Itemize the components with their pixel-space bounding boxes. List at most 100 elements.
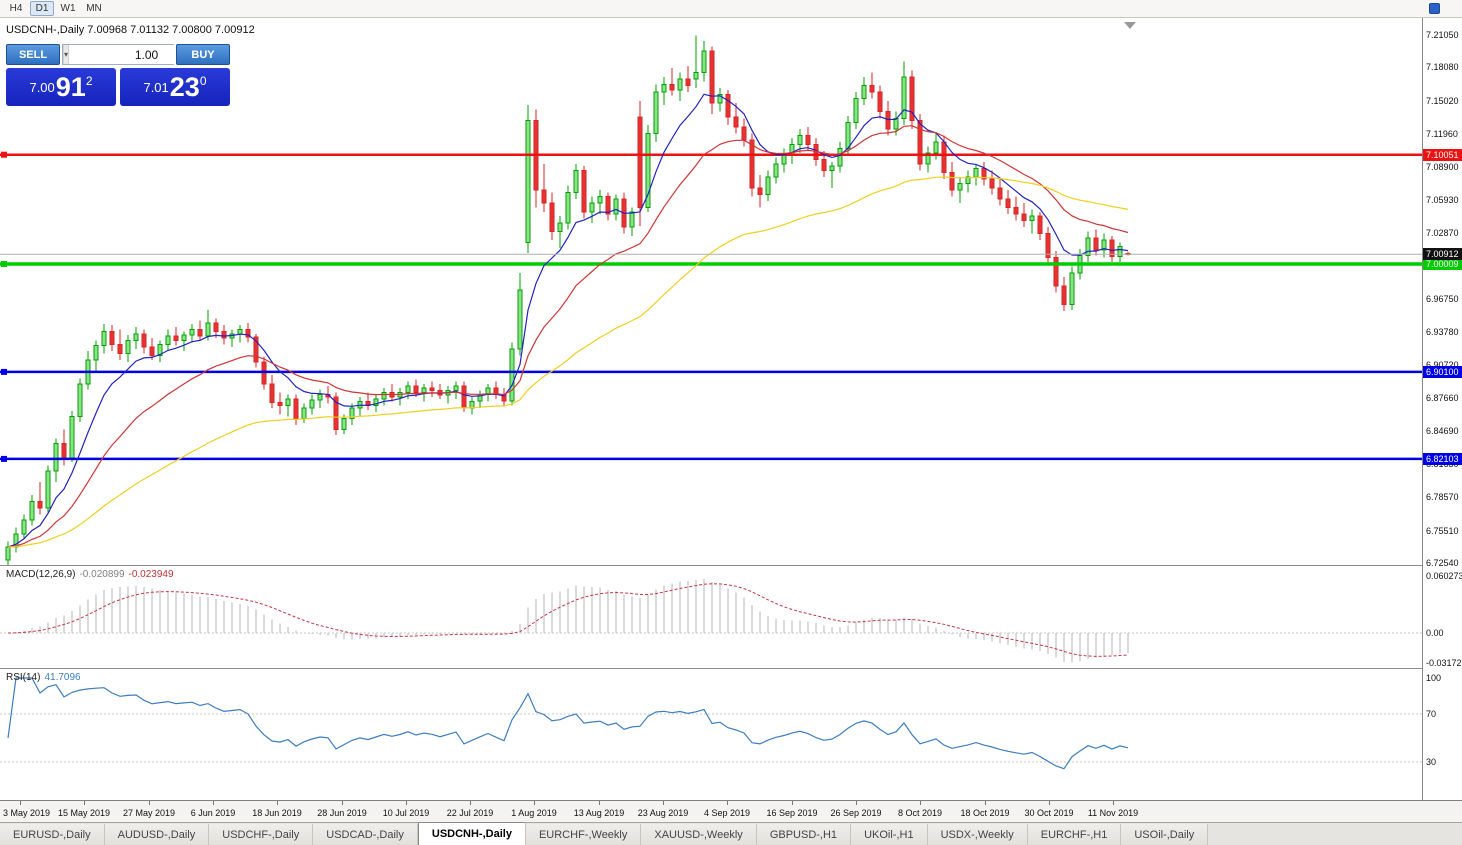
chart-title: USDCNH-,Daily 7.00968 7.01132 7.00800 7.… bbox=[6, 24, 255, 36]
chart-tab[interactable]: EURCHF-,Weekly bbox=[525, 824, 642, 845]
price-chart-canvas[interactable] bbox=[0, 18, 1422, 565]
price-axis[interactable]: 7.21050 7.18080 7.15020 7.11960 7.08900 7.059… bbox=[1422, 18, 1462, 800]
date-label: 11 Nov 2019 bbox=[1087, 808, 1139, 818]
timeframe-button-mn[interactable]: MN bbox=[86, 3, 102, 14]
hline-price-tag: 7.10051 bbox=[1423, 149, 1462, 161]
price-tick-label: 6.78570 bbox=[1426, 492, 1459, 502]
time-tick bbox=[277, 801, 278, 805]
price-tick-label: 7.15020 bbox=[1426, 96, 1459, 106]
chart-tab[interactable]: GBPUSD-,H1 bbox=[756, 824, 852, 845]
rsi-label: RSI(14) 41.7096 bbox=[6, 672, 81, 683]
current-price-tag: 7.00912 bbox=[1423, 248, 1462, 260]
chart-tab[interactable]: UKOil-,H1 bbox=[851, 824, 928, 845]
price-tick-label: 6.87660 bbox=[1426, 393, 1459, 403]
date-label: 22 Jul 2019 bbox=[446, 808, 494, 818]
sell-price-big-digits: 91 bbox=[55, 72, 86, 102]
date-label: 23 Aug 2019 bbox=[637, 808, 689, 818]
timeframe-button-w1[interactable]: W1 bbox=[60, 3, 76, 14]
rsi-name: RSI(14) bbox=[6, 672, 41, 683]
buy-price-pip: 0 bbox=[199, 74, 207, 88]
chart-tab[interactable]: XAUUSD-,Weekly bbox=[641, 824, 757, 845]
trade-controls-row: SELL ▾ ▴ BUY bbox=[6, 44, 232, 65]
time-tick bbox=[920, 801, 921, 805]
panel-separator[interactable] bbox=[0, 668, 1462, 669]
moving-averages-layer bbox=[7, 93, 1129, 548]
chart-ohlc-values: 7.00968 7.01132 7.00800 7.00912 bbox=[87, 24, 255, 36]
chart-tab[interactable]: EURCHF-,H1 bbox=[1027, 824, 1122, 845]
sell-price-display[interactable]: 7.00 91 2 bbox=[6, 68, 116, 106]
macd-label: MACD(12,26,9) -0.020899 -0.023949 bbox=[6, 569, 174, 580]
buy-button[interactable]: BUY bbox=[176, 44, 230, 65]
rsi-scale-label: 100 bbox=[1426, 673, 1442, 683]
rsi-canvas[interactable] bbox=[0, 669, 1422, 800]
price-tick-label: 7.05930 bbox=[1426, 195, 1459, 205]
date-label: 15 May 2019 bbox=[57, 808, 111, 818]
macd-scale-label: -0.031725 bbox=[1426, 658, 1462, 668]
time-tick bbox=[985, 801, 986, 805]
date-label: 16 Sep 2019 bbox=[766, 808, 818, 818]
price-tick-label: 7.21050 bbox=[1426, 30, 1459, 40]
chart-tab-active[interactable]: USDCNH-,Daily bbox=[417, 822, 526, 845]
chart-tab[interactable]: EURUSD-,Daily bbox=[0, 824, 105, 845]
hline-price-tag: 7.00009 bbox=[1423, 258, 1462, 270]
price-tick-label: 7.11960 bbox=[1426, 129, 1458, 139]
time-tick bbox=[406, 801, 407, 805]
app-icon[interactable] bbox=[1429, 3, 1440, 14]
macd-main-value: -0.020899 bbox=[79, 569, 125, 580]
sell-price-pip: 2 bbox=[85, 74, 93, 88]
date-label: 26 Sep 2019 bbox=[830, 808, 882, 818]
date-label: 1 Aug 2019 bbox=[511, 808, 557, 818]
trade-prices-row: 7.00 91 2 7.01 23 0 bbox=[6, 68, 232, 106]
date-label: 10 Jul 2019 bbox=[382, 808, 430, 818]
rsi-scale-label: 30 bbox=[1426, 757, 1437, 767]
macd-scale-label: 0.00 bbox=[1426, 628, 1444, 638]
sell-button[interactable]: SELL bbox=[6, 44, 60, 65]
time-tick bbox=[470, 801, 471, 805]
date-label: 8 Oct 2019 bbox=[897, 808, 943, 818]
time-tick bbox=[1113, 801, 1114, 805]
hline-price-tag: 6.82103 bbox=[1423, 453, 1462, 465]
panel-separator[interactable] bbox=[0, 565, 1462, 566]
rsi-value: 41.7096 bbox=[44, 672, 81, 683]
time-axis[interactable]: 3 May 2019 15 May 2019 27 May 2019 6 Jun 20… bbox=[0, 800, 1462, 822]
time-tick bbox=[792, 801, 793, 805]
macd-scale-label: 0.060273 bbox=[1426, 571, 1462, 581]
volume-decrease-button[interactable]: ▾ bbox=[63, 45, 70, 64]
chart-tab[interactable]: USOil-,Daily bbox=[1121, 824, 1209, 845]
date-label: 6 Jun 2019 bbox=[190, 808, 236, 818]
date-label: 18 Jun 2019 bbox=[252, 808, 302, 818]
macd-histogram bbox=[15, 578, 1129, 663]
rsi-line bbox=[7, 677, 1129, 770]
price-tick-label: 6.96750 bbox=[1426, 294, 1459, 304]
date-label: 28 Jun 2019 bbox=[317, 808, 367, 818]
chart-tab[interactable]: USDCAD-,Daily bbox=[313, 824, 418, 845]
price-tick-label: 7.18080 bbox=[1426, 62, 1459, 72]
time-tick bbox=[727, 801, 728, 805]
price-tick-label: 6.72540 bbox=[1426, 558, 1459, 568]
chart-tab[interactable]: USDX-,Weekly bbox=[927, 824, 1028, 845]
price-tick-label: 6.75510 bbox=[1426, 526, 1459, 536]
horizontal-lines-layer[interactable] bbox=[0, 151, 1422, 462]
rsi-indicator-panel: RSI(14) 41.7096 bbox=[0, 669, 1422, 800]
chart-shift-marker[interactable] bbox=[1124, 22, 1136, 29]
time-tick bbox=[149, 801, 150, 805]
time-tick bbox=[856, 801, 857, 805]
time-tick bbox=[20, 801, 21, 805]
price-tick-label: 6.84690 bbox=[1426, 426, 1459, 436]
macd-canvas[interactable] bbox=[0, 566, 1422, 668]
time-tick bbox=[534, 801, 535, 805]
date-label: 30 Oct 2019 bbox=[1024, 808, 1074, 818]
macd-signal-line bbox=[7, 583, 1129, 657]
macd-name: MACD(12,26,9) bbox=[6, 569, 76, 580]
price-tick-label: 6.93780 bbox=[1426, 327, 1459, 337]
chart-tab[interactable]: USDCHF-,Daily bbox=[209, 824, 314, 845]
timeframe-button-d1[interactable]: D1 bbox=[30, 1, 54, 16]
main-chart-panel: USDCNH-,Daily 7.00968 7.01132 7.00800 7.… bbox=[0, 18, 1422, 565]
candles-layer bbox=[5, 35, 1131, 565]
macd-signal-value: -0.023949 bbox=[128, 569, 174, 580]
buy-price-display[interactable]: 7.01 23 0 bbox=[120, 68, 230, 106]
time-tick bbox=[663, 801, 664, 805]
date-label: 18 Oct 2019 bbox=[960, 808, 1010, 818]
timeframe-button-h4[interactable]: H4 bbox=[9, 3, 23, 14]
chart-tab[interactable]: AUDUSD-,Daily bbox=[104, 824, 210, 845]
